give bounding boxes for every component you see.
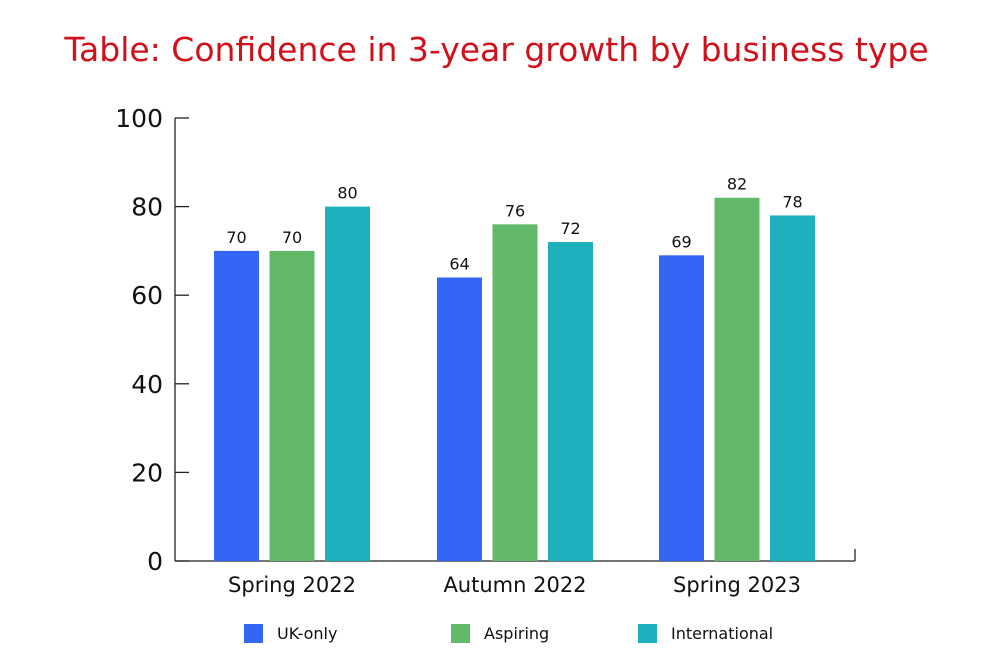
chart-bars xyxy=(214,197,815,562)
legend-label: UK-only xyxy=(277,624,337,643)
chart-title: Table: Confidence in 3-year growth by bu… xyxy=(64,30,929,69)
legend-swatch xyxy=(638,624,657,643)
bar-international xyxy=(770,215,815,561)
bar-value-label: 64 xyxy=(449,254,469,273)
bar-value-label: 76 xyxy=(505,201,525,220)
bar-aspiring xyxy=(269,250,315,561)
bar-international xyxy=(548,242,593,562)
bar-uk-only xyxy=(437,277,482,561)
bar-aspiring xyxy=(492,224,538,561)
bar-international xyxy=(325,206,370,561)
chart-legend: UK-only Aspiring International xyxy=(244,624,773,643)
legend-swatch xyxy=(451,624,470,643)
x-category-label: Autumn 2022 xyxy=(443,573,586,597)
y-tick-label: 80 xyxy=(131,193,163,222)
legend-label: International xyxy=(671,624,773,643)
bar-value-label: 69 xyxy=(671,232,691,251)
y-tick-label: 20 xyxy=(131,458,163,487)
legend-swatch xyxy=(244,624,263,643)
bar-value-label: 80 xyxy=(337,184,357,203)
bar-value-label: 70 xyxy=(226,228,246,247)
bar-uk-only xyxy=(214,250,259,561)
chart-axes: 0 20 40 60 80 100 Spring 2022 Autumn 2022 Spring… xyxy=(115,104,856,597)
y-tick-label: 60 xyxy=(131,281,163,310)
chart-data-labels: 70 70 80 64 76 72 69 82 78 xyxy=(226,175,802,274)
x-category-label: Spring 2023 xyxy=(673,573,801,597)
bar-uk-only xyxy=(659,255,704,561)
bar-value-label: 78 xyxy=(782,192,802,211)
y-tick-label: 100 xyxy=(115,104,163,133)
x-category-label: Spring 2022 xyxy=(228,573,356,597)
bar-aspiring xyxy=(714,197,760,562)
bar-value-label: 72 xyxy=(560,219,580,238)
bar-value-label: 70 xyxy=(282,228,302,247)
y-tick-label: 0 xyxy=(147,547,163,576)
bar-value-label: 82 xyxy=(727,175,747,194)
legend-label: Aspiring xyxy=(484,624,549,643)
y-tick-label: 40 xyxy=(131,370,163,399)
